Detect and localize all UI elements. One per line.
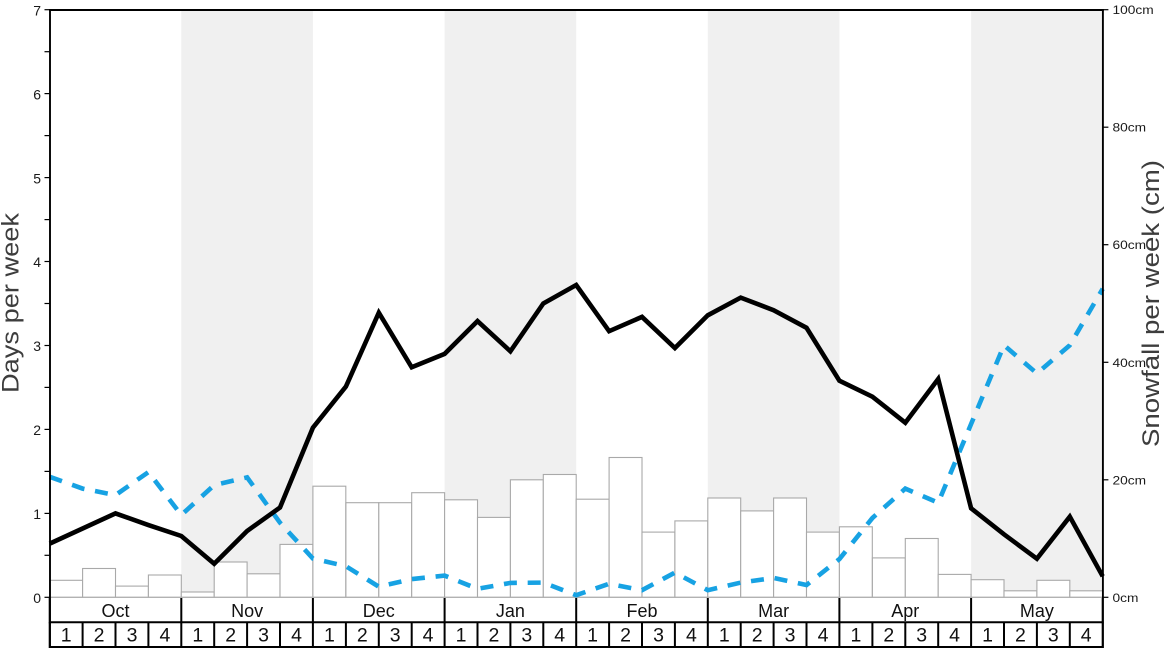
svg-text:1: 1 [456, 625, 467, 647]
svg-text:Dec: Dec [363, 601, 395, 621]
svg-text:2: 2 [752, 625, 763, 647]
svg-text:2: 2 [33, 422, 41, 438]
svg-text:2: 2 [94, 625, 105, 647]
svg-text:3: 3 [653, 625, 664, 647]
svg-text:2: 2 [1015, 625, 1026, 647]
svg-text:3: 3 [521, 625, 532, 647]
svg-text:1: 1 [982, 625, 993, 647]
svg-text:3: 3 [127, 625, 138, 647]
svg-text:2: 2 [620, 625, 631, 647]
svg-text:4: 4 [33, 254, 41, 270]
svg-text:4: 4 [1081, 625, 1092, 647]
svg-text:4: 4 [686, 625, 697, 647]
svg-text:4: 4 [949, 625, 960, 647]
svg-text:1: 1 [850, 625, 861, 647]
svg-text:1: 1 [33, 506, 41, 522]
svg-text:1: 1 [719, 625, 730, 647]
svg-text:1: 1 [324, 625, 335, 647]
svg-text:3: 3 [33, 338, 41, 354]
svg-text:3: 3 [1048, 625, 1059, 647]
svg-text:3: 3 [390, 625, 401, 647]
svg-text:3: 3 [916, 625, 927, 647]
svg-text:2: 2 [488, 625, 499, 647]
svg-text:Mar: Mar [758, 601, 789, 621]
svg-text:Snowfall per week (cm): Snowfall per week (cm) [1138, 160, 1165, 447]
svg-text:3: 3 [785, 625, 796, 647]
svg-text:May: May [1020, 601, 1054, 621]
svg-text:1: 1 [61, 625, 72, 647]
svg-text:Nov: Nov [231, 601, 263, 621]
svg-text:1: 1 [587, 625, 598, 647]
svg-text:Apr: Apr [891, 601, 919, 621]
svg-text:5: 5 [33, 170, 41, 186]
svg-text:0: 0 [33, 590, 41, 606]
svg-text:Jan: Jan [496, 601, 525, 621]
svg-text:20cm: 20cm [1113, 473, 1147, 487]
svg-text:2: 2 [225, 625, 236, 647]
svg-text:4: 4 [818, 625, 829, 647]
svg-text:Feb: Feb [626, 601, 657, 621]
svg-text:1: 1 [192, 625, 203, 647]
svg-text:40cm: 40cm [1113, 356, 1147, 370]
svg-text:4: 4 [159, 625, 170, 647]
svg-text:80cm: 80cm [1113, 121, 1147, 135]
svg-text:Days per week: Days per week [0, 212, 25, 393]
svg-text:Oct: Oct [101, 601, 129, 621]
svg-text:2: 2 [883, 625, 894, 647]
svg-text:2: 2 [357, 625, 368, 647]
svg-text:4: 4 [291, 625, 302, 647]
svg-text:6: 6 [33, 86, 41, 102]
svg-text:0cm: 0cm [1113, 591, 1139, 605]
svg-text:4: 4 [554, 625, 565, 647]
svg-text:100cm: 100cm [1113, 3, 1154, 17]
svg-text:7: 7 [33, 2, 41, 18]
svg-text:3: 3 [258, 625, 269, 647]
svg-text:60cm: 60cm [1113, 238, 1147, 252]
svg-text:4: 4 [423, 625, 434, 647]
